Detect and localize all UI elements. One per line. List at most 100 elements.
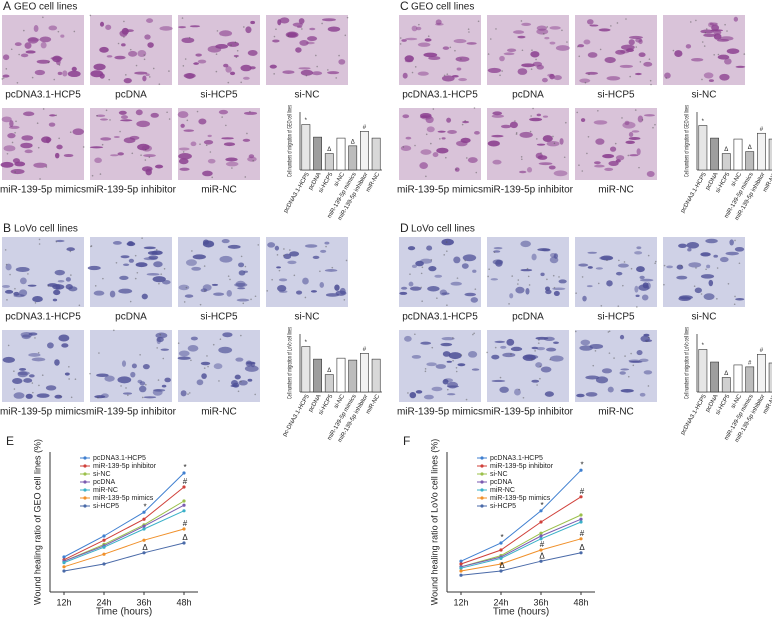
pore: [738, 262, 741, 265]
pore: [301, 28, 303, 30]
pore: [234, 41, 237, 43]
pore: [472, 333, 474, 336]
pore: [717, 53, 720, 56]
cell: [520, 240, 531, 248]
data-point: [539, 520, 543, 524]
cell: [700, 274, 715, 279]
cell: [196, 379, 204, 386]
cell: [579, 78, 591, 83]
pore: [627, 375, 630, 378]
pore: [414, 66, 417, 68]
data-point: [182, 499, 186, 503]
cell: [185, 259, 197, 266]
cell: [104, 375, 115, 382]
pore: [287, 35, 290, 38]
pore: [445, 241, 448, 243]
cell: [101, 393, 109, 399]
y-axis-label: Cell numbers of migration of LoVo cell l…: [685, 327, 691, 399]
cell: [719, 73, 730, 81]
pore: [672, 49, 675, 52]
pore: [183, 301, 186, 303]
cell: [19, 277, 27, 285]
micrograph: [487, 107, 569, 180]
micrograph-caption: miR-139-5p mimics: [397, 185, 483, 196]
legend-label: miR-NC: [490, 487, 515, 494]
pore: [597, 282, 600, 285]
cell: [117, 376, 132, 384]
cell: [547, 73, 555, 77]
data-point: [182, 485, 186, 489]
cell: [446, 117, 452, 123]
data-point: [62, 561, 66, 565]
pore: [465, 157, 468, 159]
pore: [212, 343, 215, 346]
bar: [313, 358, 322, 393]
cell: [144, 34, 151, 40]
cell: [441, 137, 446, 140]
pore: [89, 372, 91, 375]
pore: [162, 357, 165, 360]
pore: [578, 55, 581, 58]
pore: [159, 333, 162, 336]
data-point: [579, 495, 583, 499]
micrograph-background: [2, 330, 84, 402]
pore: [109, 119, 111, 121]
cell: [553, 170, 568, 177]
pore: [15, 120, 17, 123]
cell: [242, 138, 251, 142]
micrograph-caption: miR-139-5p inhibitor: [483, 407, 574, 418]
pore: [597, 109, 599, 112]
panel-letter: D: [400, 221, 409, 235]
cell: [48, 122, 56, 127]
cell: [60, 34, 65, 38]
cell: [470, 297, 479, 303]
legend-label: miR-139-5p inhibitor: [93, 463, 157, 470]
data-point: [182, 527, 186, 531]
cell: [542, 115, 549, 118]
cell: [717, 54, 730, 60]
legend-marker: [480, 472, 484, 476]
cell: [456, 67, 462, 71]
pore: [90, 245, 92, 248]
cell: [2, 356, 15, 363]
cell: [36, 59, 51, 64]
cell: [674, 50, 683, 57]
cell: [90, 70, 104, 78]
cell: [24, 149, 33, 154]
micrograph-caption: miR-NC: [201, 407, 237, 418]
micrograph-caption: si-NC: [295, 90, 320, 101]
cell: [143, 246, 156, 250]
data-point: [182, 509, 186, 513]
pore: [190, 359, 192, 362]
pore: [5, 263, 8, 266]
pore: [654, 260, 657, 263]
pore: [236, 49, 239, 52]
cell: [282, 70, 295, 74]
pore: [216, 30, 219, 32]
cell: [549, 41, 556, 45]
pore: [446, 388, 449, 391]
data-point: [539, 531, 543, 535]
micrograph-background: [178, 108, 260, 180]
cell: [541, 77, 548, 83]
micrograph: [486, 330, 569, 402]
pore: [578, 164, 580, 167]
pore: [119, 130, 121, 133]
cell: [327, 26, 341, 32]
cell: [187, 345, 199, 352]
pore: [532, 107, 534, 110]
pore: [99, 173, 102, 175]
cell: [147, 251, 158, 255]
cell: [28, 353, 41, 357]
cell: [142, 364, 150, 370]
cell: [420, 341, 432, 345]
cell: [716, 38, 730, 42]
cell: [402, 114, 410, 119]
pore: [41, 374, 44, 377]
cell: [55, 239, 65, 243]
pore: [563, 156, 566, 159]
cell: [546, 141, 560, 147]
cell: [517, 35, 526, 39]
pore: [546, 26, 549, 28]
